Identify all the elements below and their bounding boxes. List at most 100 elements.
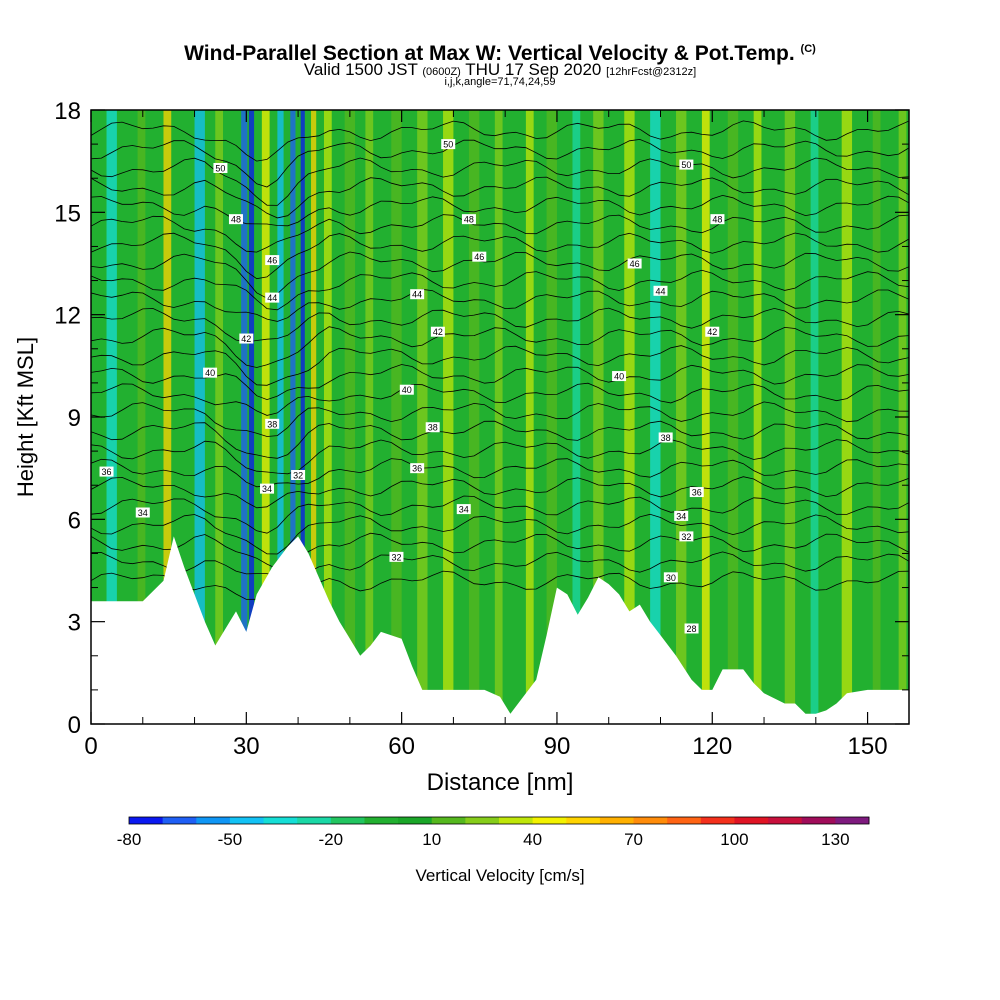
isotherm-label: 46 bbox=[627, 258, 642, 269]
isotherm-label-box bbox=[228, 214, 243, 225]
isotherm-label-box bbox=[674, 510, 689, 521]
isotherm-label-box bbox=[710, 214, 725, 225]
colorbar-swatch bbox=[801, 817, 836, 824]
isotherm-label: 34 bbox=[674, 510, 689, 521]
colorbar-frame bbox=[128, 816, 870, 825]
x-tick-label: 120 bbox=[692, 733, 732, 760]
valid-zulu: (0600Z) bbox=[422, 66, 461, 78]
isotherm-label-text: 32 bbox=[681, 532, 691, 542]
isotherm-label-text: 42 bbox=[707, 327, 717, 337]
colorbar-swatch bbox=[532, 817, 567, 824]
field-stripe bbox=[784, 110, 796, 724]
y-tick-label: 9 bbox=[68, 405, 81, 432]
isentrope-line bbox=[91, 364, 909, 401]
isotherm-label-box bbox=[410, 289, 425, 300]
copyright-mark: (C) bbox=[800, 43, 816, 55]
x-tick-label: 0 bbox=[84, 733, 97, 760]
isotherm-label: 40 bbox=[203, 367, 218, 378]
field-stripe bbox=[194, 110, 205, 724]
colorbar-swatch bbox=[330, 817, 365, 824]
isentrope-line bbox=[91, 551, 909, 580]
field-stripe bbox=[753, 110, 762, 724]
isotherm-label-text: 42 bbox=[241, 334, 251, 344]
isotherm-label-text: 34 bbox=[676, 511, 686, 521]
isotherm-label-box bbox=[627, 258, 642, 269]
field-stripe bbox=[311, 110, 317, 724]
isentrope-line bbox=[91, 138, 909, 188]
chart-subtitle: Valid 1500 JST (0600Z) THU 17 Sep 2020 [… bbox=[0, 60, 1000, 82]
isotherm-label: 46 bbox=[472, 251, 487, 262]
isotherm-label-text: 48 bbox=[231, 215, 241, 225]
isotherm-label: 40 bbox=[399, 384, 414, 395]
field-stripe bbox=[676, 110, 687, 724]
colorbar-label: Vertical Velocity [cm/s] bbox=[415, 866, 584, 885]
field-stripe bbox=[344, 110, 356, 724]
field-stripe bbox=[572, 110, 581, 724]
colorbar-swatch bbox=[431, 817, 466, 824]
isotherm-label-text: 36 bbox=[412, 464, 422, 474]
isotherm-label: 34 bbox=[260, 483, 275, 494]
field-stripe bbox=[727, 110, 739, 724]
chart-title-main: Wind-Parallel Section at Max W: Vertical… bbox=[184, 42, 795, 65]
field-stripe bbox=[525, 110, 534, 724]
colorbar-swatch bbox=[129, 817, 164, 824]
field-stripe bbox=[215, 110, 224, 724]
isentrope-line bbox=[91, 458, 909, 488]
isotherm-label: 42 bbox=[430, 326, 445, 337]
y-tick-label: 3 bbox=[68, 610, 81, 637]
colorbar-tick-label: -20 bbox=[319, 830, 344, 849]
colorbar-swatch bbox=[499, 817, 534, 824]
colorbar-swatch bbox=[599, 817, 635, 824]
chart-title: Wind-Parallel Section at Max W: Vertical… bbox=[0, 36, 1000, 67]
isotherm-label: 38 bbox=[425, 422, 440, 433]
isotherm-label: 50 bbox=[213, 162, 228, 173]
isotherm-label-box bbox=[658, 432, 673, 443]
isotherm-label-text: 34 bbox=[459, 505, 469, 515]
isotherm-label: 48 bbox=[710, 214, 725, 225]
isotherm-label-box bbox=[653, 285, 668, 296]
isotherm-label: 44 bbox=[653, 285, 668, 296]
isotherm-label-box bbox=[399, 384, 414, 395]
isotherm-label-text: 46 bbox=[630, 259, 640, 269]
colorbar-swatch bbox=[196, 817, 231, 824]
isotherm-label-box bbox=[430, 326, 445, 337]
colorbar-swatch bbox=[734, 817, 769, 824]
y-tick-label: 15 bbox=[54, 200, 81, 227]
isentrope-line bbox=[91, 382, 909, 416]
isotherm-label-text: 36 bbox=[102, 467, 112, 477]
isotherm-label-text: 38 bbox=[661, 433, 671, 443]
isotherm-label-box bbox=[456, 504, 471, 515]
y-tick-label: 18 bbox=[54, 98, 81, 125]
isentrope-line bbox=[91, 157, 909, 206]
colorbar-swatch bbox=[263, 817, 298, 824]
x-tick-label: 60 bbox=[388, 733, 415, 760]
isotherm-label-box bbox=[265, 255, 280, 266]
field-stripe bbox=[277, 110, 284, 724]
isotherm-label-text: 44 bbox=[655, 286, 665, 296]
y-tick-label: 12 bbox=[54, 303, 81, 330]
x-tick-label: 90 bbox=[544, 733, 571, 760]
velocity-field bbox=[91, 110, 909, 724]
isotherm-label-text: 36 bbox=[692, 488, 702, 498]
isentrope-line bbox=[91, 401, 909, 437]
isotherm-label-box bbox=[410, 463, 425, 474]
isotherm-label: 42 bbox=[239, 333, 254, 344]
field-stripe bbox=[872, 110, 881, 724]
field-stripe bbox=[841, 110, 853, 724]
field-stripe bbox=[241, 110, 248, 724]
isotherm-label: 38 bbox=[265, 418, 280, 429]
isentrope-line bbox=[91, 513, 909, 555]
isotherm-label-text: 40 bbox=[402, 385, 412, 395]
isotherm-label-text: 38 bbox=[267, 419, 277, 429]
isotherm-label-text: 38 bbox=[428, 423, 438, 433]
isotherm-label: 34 bbox=[456, 504, 471, 515]
colorbar-swatch bbox=[297, 817, 332, 824]
field-stripe bbox=[323, 110, 332, 724]
field-stripe bbox=[494, 110, 503, 724]
isentrope-line bbox=[91, 439, 909, 475]
field-stripe bbox=[300, 110, 305, 724]
field-stripe bbox=[593, 110, 604, 724]
isotherm-label: 46 bbox=[265, 255, 280, 266]
terrain-fill bbox=[91, 536, 909, 724]
y-tick-label: 6 bbox=[68, 507, 81, 534]
